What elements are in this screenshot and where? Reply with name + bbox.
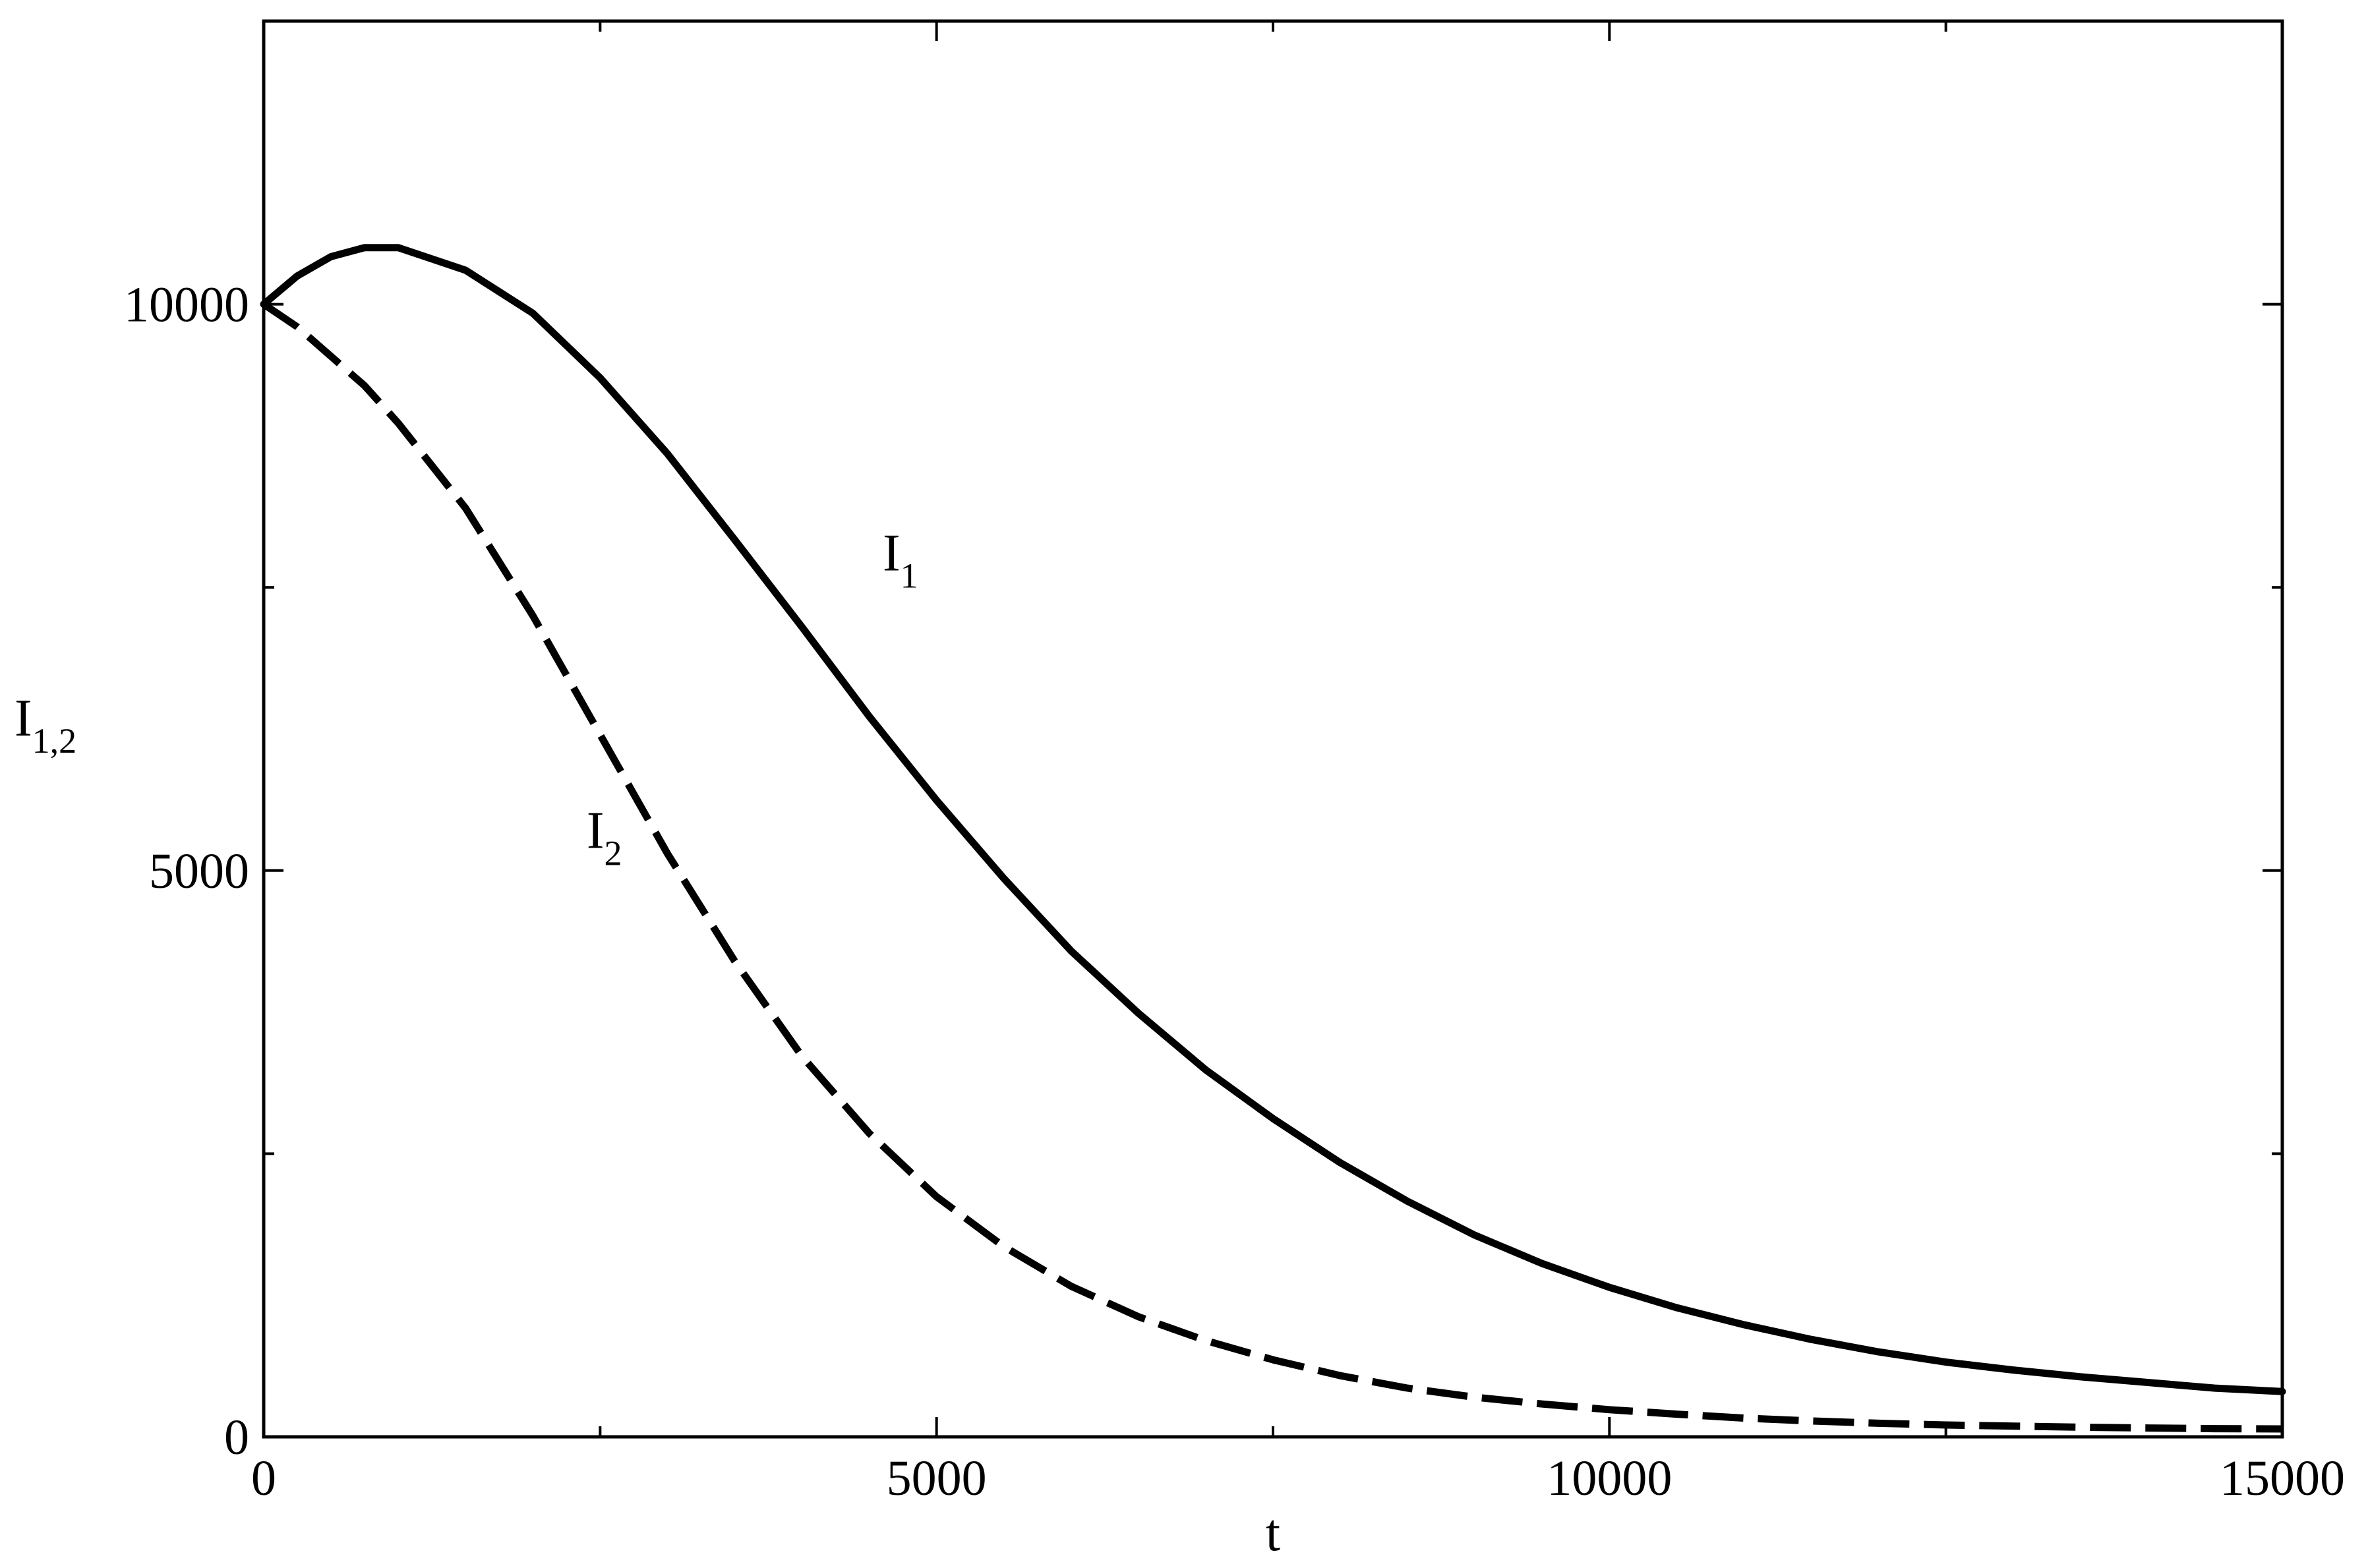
x-tick-label: 15000 bbox=[2220, 1451, 2345, 1506]
x-axis-ticks: 0 5000 10000 15000 bbox=[251, 21, 2345, 1506]
series-label-main: I bbox=[883, 524, 901, 582]
series-label-i1: I1 bbox=[883, 524, 918, 595]
series-line-i2 bbox=[261, 301, 2283, 1433]
y-axis-title: I1,2 bbox=[15, 689, 76, 761]
series-label-subscript: 1 bbox=[901, 556, 918, 595]
y-axis-ticks: 0 5000 10000 bbox=[124, 277, 2282, 1465]
x-tick-label: 10000 bbox=[1547, 1451, 1672, 1506]
series-label-main: I bbox=[587, 801, 605, 859]
series-label-i2: I2 bbox=[587, 801, 622, 873]
plot-frame bbox=[262, 19, 2284, 1439]
x-tick-label: 5000 bbox=[887, 1451, 987, 1506]
y-tick-label: 5000 bbox=[149, 844, 249, 899]
y-axis-title-subscript: 1,2 bbox=[32, 721, 77, 761]
series-label-subscript: 2 bbox=[605, 833, 622, 873]
series-layer bbox=[260, 244, 2286, 1433]
x-axis-title: t bbox=[1266, 1504, 1280, 1562]
series-line-i1 bbox=[260, 244, 2286, 1395]
y-tick-label: 0 bbox=[224, 1410, 249, 1465]
y-tick-label: 10000 bbox=[124, 277, 249, 333]
y-axis-title-main: I bbox=[15, 689, 32, 747]
x-tick-label: 0 bbox=[251, 1451, 276, 1506]
